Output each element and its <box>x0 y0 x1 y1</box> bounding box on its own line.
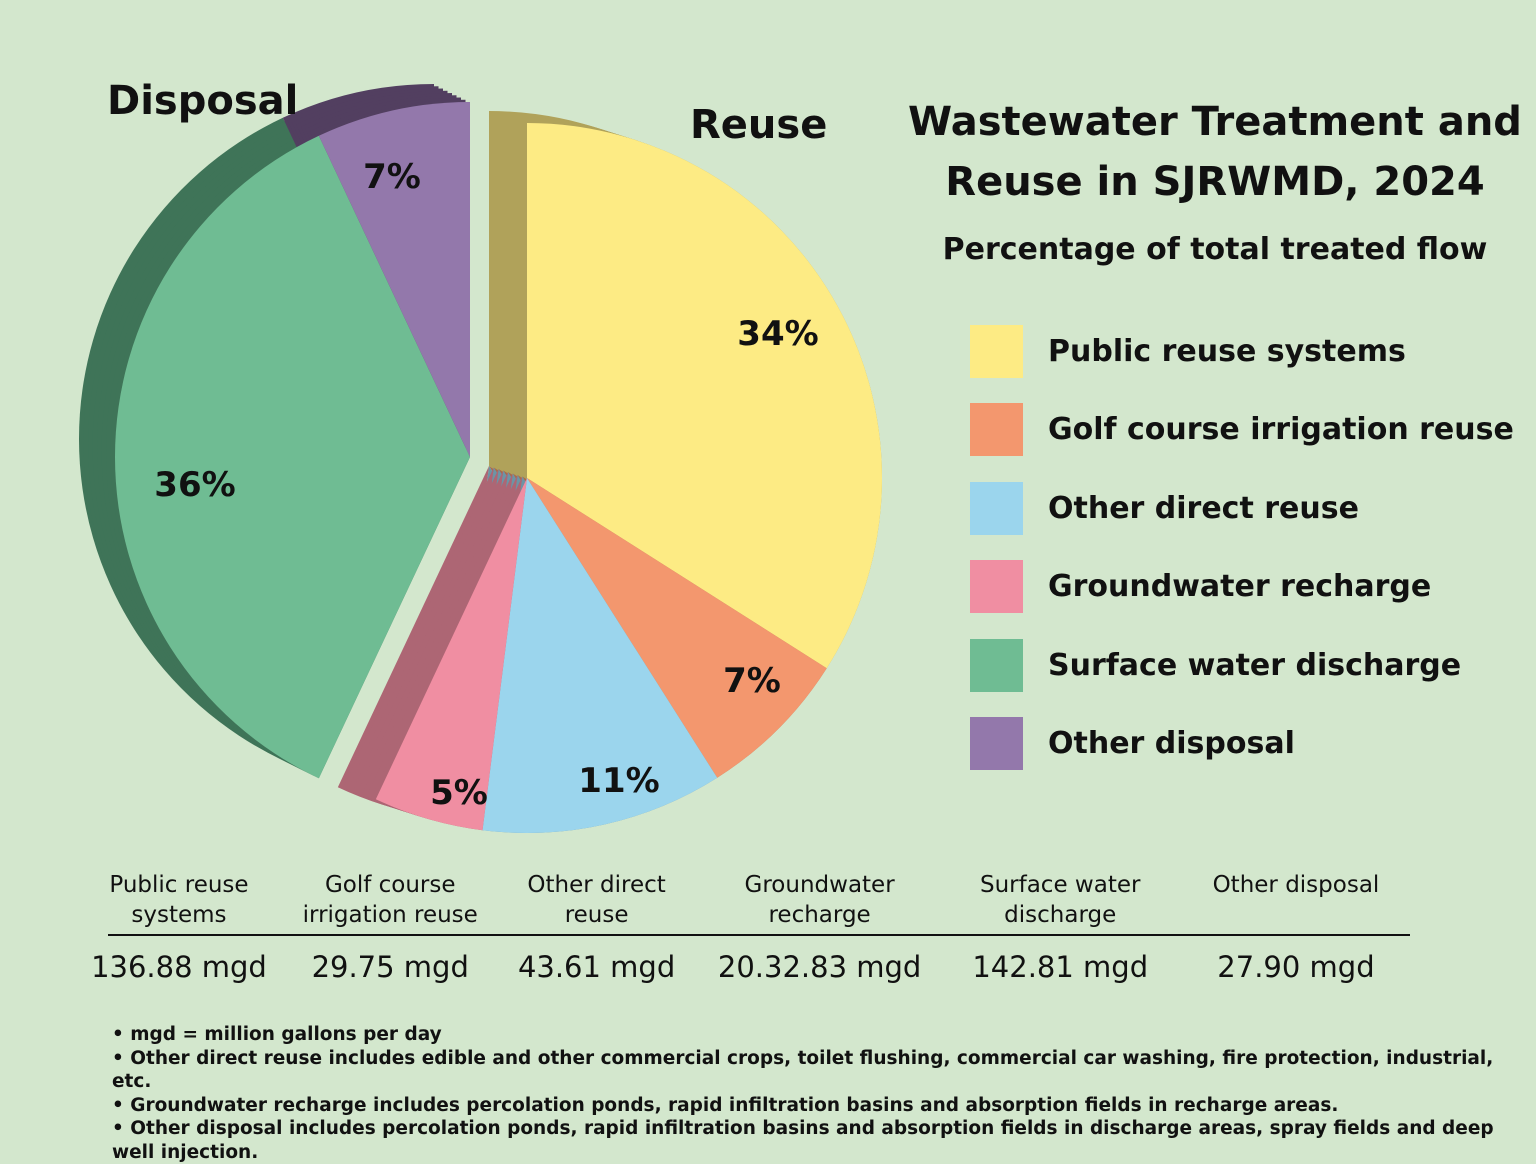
legend-label: Golf course irrigation reuse <box>1048 412 1514 448</box>
legend-swatch <box>970 560 1023 614</box>
table-value: 27.90 mgd <box>1217 950 1375 984</box>
chart-title: Wastewater Treatment and Reuse in SJRWMD… <box>908 99 1522 205</box>
footnote: • Other direct reuse includes edible and… <box>112 1047 1494 1093</box>
table-header: Other disposal <box>1212 872 1380 898</box>
pie-chart: 34% 7% 11% 5% 36% 7% <box>78 84 882 833</box>
pie-slice <box>114 135 470 779</box>
slice-data-label: 5% <box>430 773 488 813</box>
legend-item: Other disposal <box>970 717 1514 771</box>
legend-swatch <box>970 403 1023 457</box>
pie-slice <box>375 478 527 831</box>
slice-data-label: 36% <box>154 465 235 505</box>
table-value: 29.75 mgd <box>311 950 469 984</box>
legend-label: Surface water discharge <box>1048 647 1462 683</box>
legend-item: Golf course irrigation reuse <box>970 403 1514 457</box>
slice-data-label: 7% <box>363 157 421 197</box>
flow-table: Public reuse systems Golf course irrigati… <box>88 870 1428 984</box>
table-header: Golf course irrigation reuse <box>302 872 478 928</box>
table-header: Public reuse systems <box>109 872 249 928</box>
legend-item: Public reuse systems <box>970 324 1514 378</box>
footnote: • mgd = million gallons per day <box>112 1024 442 1045</box>
footnote: • Groundwater recharge includes percolat… <box>112 1094 1339 1116</box>
legend-item: Other direct reuse <box>970 481 1514 535</box>
table-value: 142.81 mgd <box>972 950 1149 984</box>
chart-subtitle: Percentage of total treated flow <box>942 232 1488 267</box>
legend-label: Groundwater recharge <box>1048 569 1432 605</box>
slice-data-label: 7% <box>723 661 781 701</box>
legend-item: Surface water discharge <box>970 638 1514 692</box>
legend: Public reuse systems Golf course irrigati… <box>970 324 1514 797</box>
legend-item: Groundwater recharge <box>970 560 1514 614</box>
legend-swatch <box>970 324 1023 378</box>
legend-label: Other disposal <box>1048 726 1295 762</box>
pie-slice <box>482 478 718 833</box>
group-label-reuse: Reuse <box>690 102 828 148</box>
footnote: • Other disposal includes percolation po… <box>112 1118 1494 1163</box>
table-value: 20.32.83 mgd <box>717 950 922 984</box>
pie-slice <box>527 478 827 778</box>
table-header: Surface water discharge <box>979 872 1141 928</box>
legend-label: Public reuse systems <box>1048 333 1406 369</box>
table-divider <box>108 934 1410 936</box>
legend-label: Other direct reuse <box>1048 490 1359 526</box>
legend-swatch <box>970 638 1023 692</box>
legend-swatch <box>970 481 1023 535</box>
slice-data-label: 11% <box>578 761 659 801</box>
legend-swatch <box>970 717 1023 771</box>
table-value: 43.61 mgd <box>517 950 676 984</box>
table-header: Groundwater recharge <box>744 872 895 928</box>
pie-slice <box>318 102 470 457</box>
table-header: Other direct reuse <box>527 872 666 928</box>
group-label-disposal: Disposal <box>107 78 299 124</box>
table-value: 136.88 mgd <box>91 950 267 984</box>
pie-slice <box>527 123 882 669</box>
slice-data-label: 34% <box>737 314 818 354</box>
footnotes: • mgd = million gallons per day • Other d… <box>112 1023 1536 1164</box>
